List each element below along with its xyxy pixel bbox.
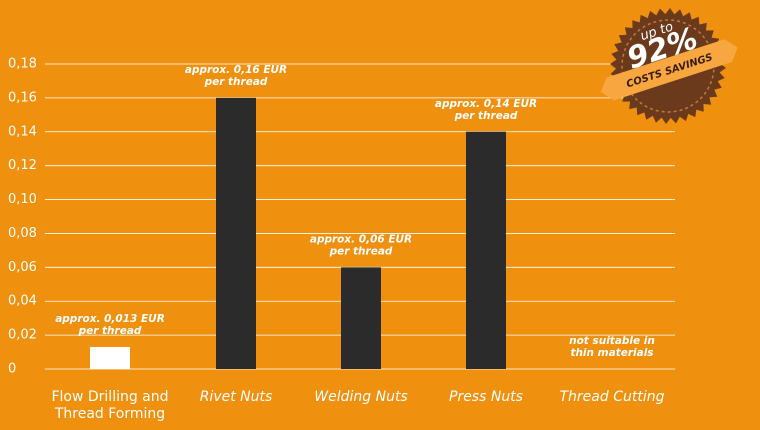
- badge: up to 92% COSTS SAVINGS: [600, 8, 738, 124]
- value-label: approx. 0,14 EUR: [435, 98, 537, 110]
- value-label: approx. 0,06 EUR: [310, 233, 412, 245]
- value-label: approx. 0,013 EUR: [55, 313, 165, 325]
- y-tick-label: 0,04: [8, 294, 37, 309]
- y-tick-label: 0,08: [8, 226, 37, 241]
- y-tick-label: 0,02: [8, 328, 37, 343]
- bar: [466, 131, 506, 369]
- bar: [341, 267, 381, 369]
- value-label: thin materials: [570, 347, 653, 359]
- value-label: per thread: [454, 110, 518, 122]
- x-tick-label: Welding Nuts: [314, 389, 408, 405]
- x-tick-label: Flow Drilling and Thread Forming: [51, 389, 169, 422]
- y-tick-label: 0: [8, 362, 16, 377]
- value-label: not suitable in: [569, 335, 655, 347]
- value-label: approx. 0,16 EUR: [185, 64, 287, 76]
- y-tick-label: 0,18: [8, 57, 37, 72]
- y-tick-label: 0,12: [8, 158, 37, 173]
- y-tick-label: 0,06: [8, 260, 37, 275]
- value-label: per thread: [329, 245, 393, 257]
- value-label: per thread: [78, 325, 142, 337]
- value-label: per thread: [204, 76, 268, 88]
- badge-ribbon: [600, 39, 738, 101]
- y-tick-label: 0,14: [8, 124, 37, 139]
- y-tick-label: 0,16: [8, 90, 37, 105]
- bar: [216, 97, 256, 369]
- x-tick-label: Press Nuts: [449, 389, 523, 405]
- x-tick-label: Thread Cutting: [559, 389, 665, 405]
- y-tick-label: 0,10: [8, 192, 37, 207]
- x-tick-label: Rivet Nuts: [199, 389, 273, 405]
- bar: [90, 346, 130, 369]
